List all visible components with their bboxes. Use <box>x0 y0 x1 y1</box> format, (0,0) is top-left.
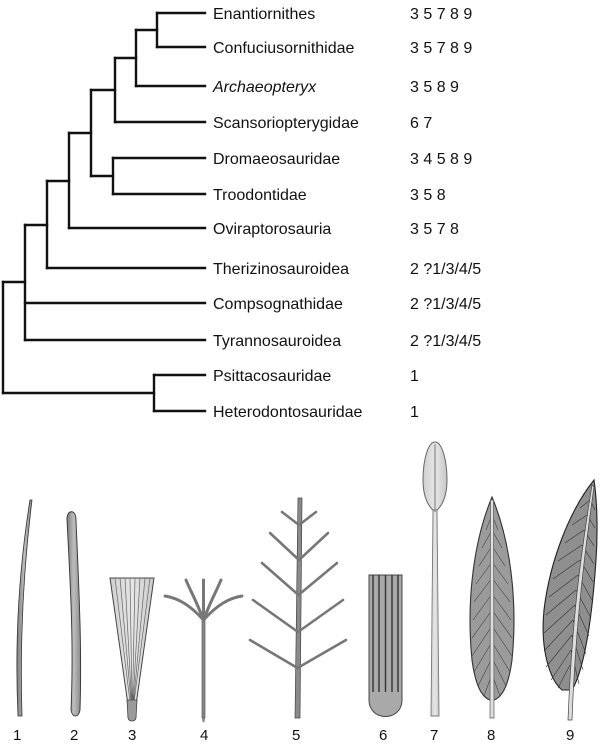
taxon-label: Psittacosauridae <box>213 368 331 385</box>
feather-code: 1 <box>410 368 419 385</box>
taxon-label: Enantiornithes <box>213 6 315 23</box>
feather-type-number: 2 <box>70 727 78 744</box>
taxon-label: Scansoriopterygidae <box>213 115 359 132</box>
feather-code: 3 5 7 8 <box>410 221 459 238</box>
feather-code: 2 ?1/3/4/5 <box>410 261 481 278</box>
taxon-labels: Enantiornithes Confuciusornithidae Archa… <box>212 6 363 421</box>
feather-type-numbers: 1 2 3 4 5 6 7 8 9 <box>13 727 574 744</box>
taxon-label: Oviraptorosauria <box>213 221 331 238</box>
feather-type-number: 7 <box>430 727 438 744</box>
rachis-dominated-feather-icon <box>422 441 448 717</box>
taxon-label: Heterodontosauridae <box>213 404 363 421</box>
taxon-label: Compsognathidae <box>213 296 343 313</box>
feather-type-number: 1 <box>13 727 21 744</box>
taxon-label: Confuciusornithidae <box>213 40 355 57</box>
feather-code: 6 7 <box>410 115 432 132</box>
feather-code: 3 4 5 8 9 <box>410 151 472 168</box>
feather-type-number: 8 <box>487 727 495 744</box>
ribbon-feather-icon <box>368 574 403 717</box>
feather-type-number: 5 <box>292 727 300 744</box>
symmetric-pennaceous-feather-icon <box>469 495 515 719</box>
feather-code: 2 ?1/3/4/5 <box>410 296 481 313</box>
filament-feather-icon <box>16 499 33 717</box>
feather-type-number: 4 <box>200 727 208 744</box>
asymmetric-pennaceous-feather-icon <box>542 478 598 721</box>
taxon-label: Archaeopteryx <box>212 79 317 96</box>
tuft-feather-icon <box>109 577 155 722</box>
taxon-label: Dromaeosauridae <box>213 151 340 168</box>
cladogram-tree <box>1 11 207 413</box>
feather-code: 3 5 7 8 9 <box>410 40 472 57</box>
branched-feather-icon <box>248 497 348 719</box>
feather-code: 1 <box>410 404 419 421</box>
feather-codes: 3 5 7 8 9 3 5 7 8 9 3 5 8 9 6 7 3 4 5 8 … <box>410 6 481 421</box>
taxon-label: Tyrannosauroidea <box>213 333 341 350</box>
feather-code: 3 5 8 <box>410 187 446 204</box>
feather-code: 3 5 7 8 9 <box>410 6 472 23</box>
broad-filament-feather-icon <box>66 511 82 717</box>
feather-type-number: 9 <box>566 727 574 744</box>
feather-code: 3 5 8 9 <box>410 79 459 96</box>
feather-code: 2 ?1/3/4/5 <box>410 333 481 350</box>
rachis-barbs-feather-icon <box>163 578 244 723</box>
feather-type-number: 6 <box>379 727 387 744</box>
feather-type-number: 3 <box>128 727 136 744</box>
taxon-label: Therizinosauroidea <box>213 261 349 278</box>
taxon-label: Troodontidae <box>213 187 307 204</box>
